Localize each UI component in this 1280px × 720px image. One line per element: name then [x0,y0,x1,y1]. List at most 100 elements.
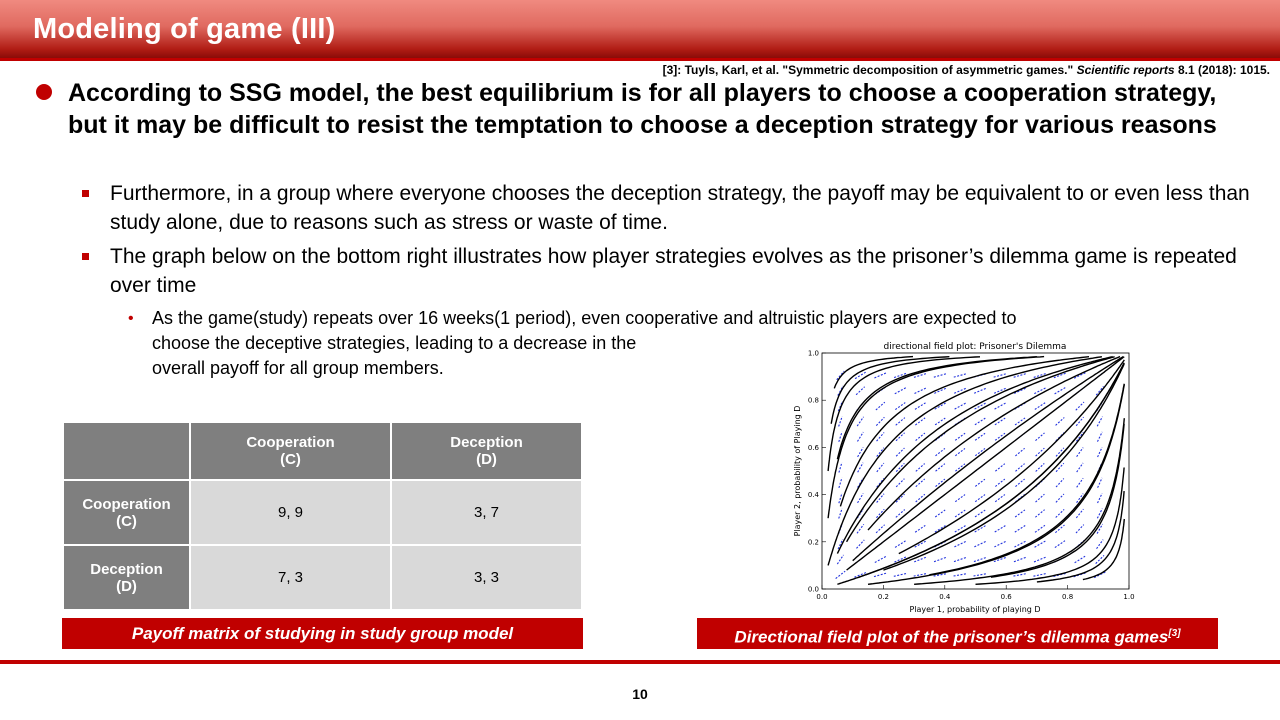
tick-layer: 0.0 0.2 0.4 0.6 0.8 1.0 0.0 0.2 0.4 0.6 0.8 1.0 [808,350,1135,602]
field-arrow [838,416,843,427]
field-arrow [1015,463,1025,472]
y-tick-label: 1.0 [808,350,819,358]
field-arrow [1013,573,1027,577]
field-arrow [857,477,864,488]
sub-bullet-2-text: The graph below on the bottom right illu… [110,245,1237,297]
square-bullet-icon [82,253,89,260]
x-tick-label: 0.8 [1062,593,1073,601]
sub-bullet-3-line1: As the game(study) repeats over 16 weeks… [152,308,1017,328]
field-arrow [1013,373,1027,378]
field-arrow [873,572,887,578]
field-arrow [895,478,905,488]
row-header-line1: Deception [90,560,163,578]
field-arrow [1033,372,1047,378]
payoff-cell-cd: 3, 7 [390,479,583,546]
row-header-line2: (C) [116,512,137,530]
field-arrow [954,387,967,394]
field-arrow [1073,372,1086,379]
row-header-line1: Cooperation [82,495,171,513]
field-arrow [1096,539,1104,550]
field-arrow [895,509,906,518]
field-arrow [1014,540,1026,548]
field-arrow [1015,478,1025,488]
trajectory-line [846,356,1125,571]
field-arrow [876,493,885,503]
trajectory-line [858,362,1125,578]
row-header-deception: Deception (D) [62,544,191,611]
y-tick-label: 0.2 [808,538,819,546]
title-bar: Modeling of game (III) [0,0,1280,58]
field-arrow [1076,431,1084,442]
field-arrow [856,431,864,442]
field-arrow [953,373,967,378]
directional-field-chart: directional field plot: Prisoner's Dilem… [793,342,1135,614]
field-arrow [1035,432,1045,442]
field-arrow [857,447,864,458]
field-arrow [1035,463,1045,472]
field-arrow [1095,386,1104,396]
field-arrow [994,540,1007,548]
field-arrow [993,556,1007,563]
field-arrow [933,573,947,577]
field-arrow [1096,508,1103,519]
sub-bullet-2: The graph below on the bottom right illu… [82,242,1250,300]
field-arrow [953,573,967,577]
table-row: Cooperation (C) 9, 9 3, 7 [62,479,583,546]
trajectory-line [929,383,1125,576]
dot-bullet-icon: • [128,310,134,327]
field-arrow [876,447,885,457]
field-arrow [875,416,885,426]
field-arrow [1053,572,1067,577]
field-arrow [1076,477,1084,488]
trajectory-line [845,356,1115,543]
field-arrow [837,400,844,412]
field-arrow [954,540,967,548]
trajectory-line [836,355,1113,554]
reference-journal: Scientific reports [1076,63,1175,77]
trajectory-line [898,359,1125,555]
field-arrow [933,556,947,563]
field-arrow [933,373,947,378]
x-tick-label: 0.4 [939,593,951,601]
figure-caption-ref: [3] [1168,628,1181,639]
y-tick-label: 0.8 [808,397,819,405]
field-arrow [1096,523,1104,534]
col-header-cooperation: Cooperation (C) [189,421,392,481]
trajectory-line [867,355,1121,531]
field-arrow [876,432,885,442]
field-arrow [1075,401,1085,411]
field-arrow [838,492,843,504]
field-arrow [935,478,946,487]
field-arrow [1075,508,1084,519]
col-header-line1: Cooperation [246,434,335,451]
field-arrow [1076,493,1084,503]
field-arrow [974,540,987,548]
x-tick-label: 0.0 [816,593,827,601]
trajectory-line [827,356,1103,566]
field-layer [827,355,1125,585]
field-arrow [836,370,845,381]
sub-bullet-3: • As the game(study) repeats over 16 wee… [128,306,1212,381]
title-divider [0,58,1280,61]
field-arrow [1033,556,1047,563]
field-arrow [1035,447,1045,457]
y-axis-label: Player 2, probability of Playing D [793,406,802,537]
payoff-cell-dc: 7, 3 [189,544,392,611]
field-arrow [1095,555,1105,564]
field-arrow [1055,417,1065,426]
field-arrow [876,508,885,519]
trajectory-line [1036,491,1125,583]
col-header-line2: (C) [280,451,301,468]
x-tick-label: 0.2 [878,593,889,601]
field-arrow [1055,478,1065,488]
y-tick-label: 0.4 [808,491,820,499]
field-arrow [1096,416,1103,427]
field-arrow [875,401,886,411]
field-arrow [895,432,905,442]
field-arrow [1034,387,1046,395]
trajectory-line [852,356,1124,562]
row-header-cooperation: Cooperation (C) [62,479,191,546]
field-arrow [1076,447,1084,457]
field-arrow [915,493,926,503]
field-arrow [1097,446,1103,458]
